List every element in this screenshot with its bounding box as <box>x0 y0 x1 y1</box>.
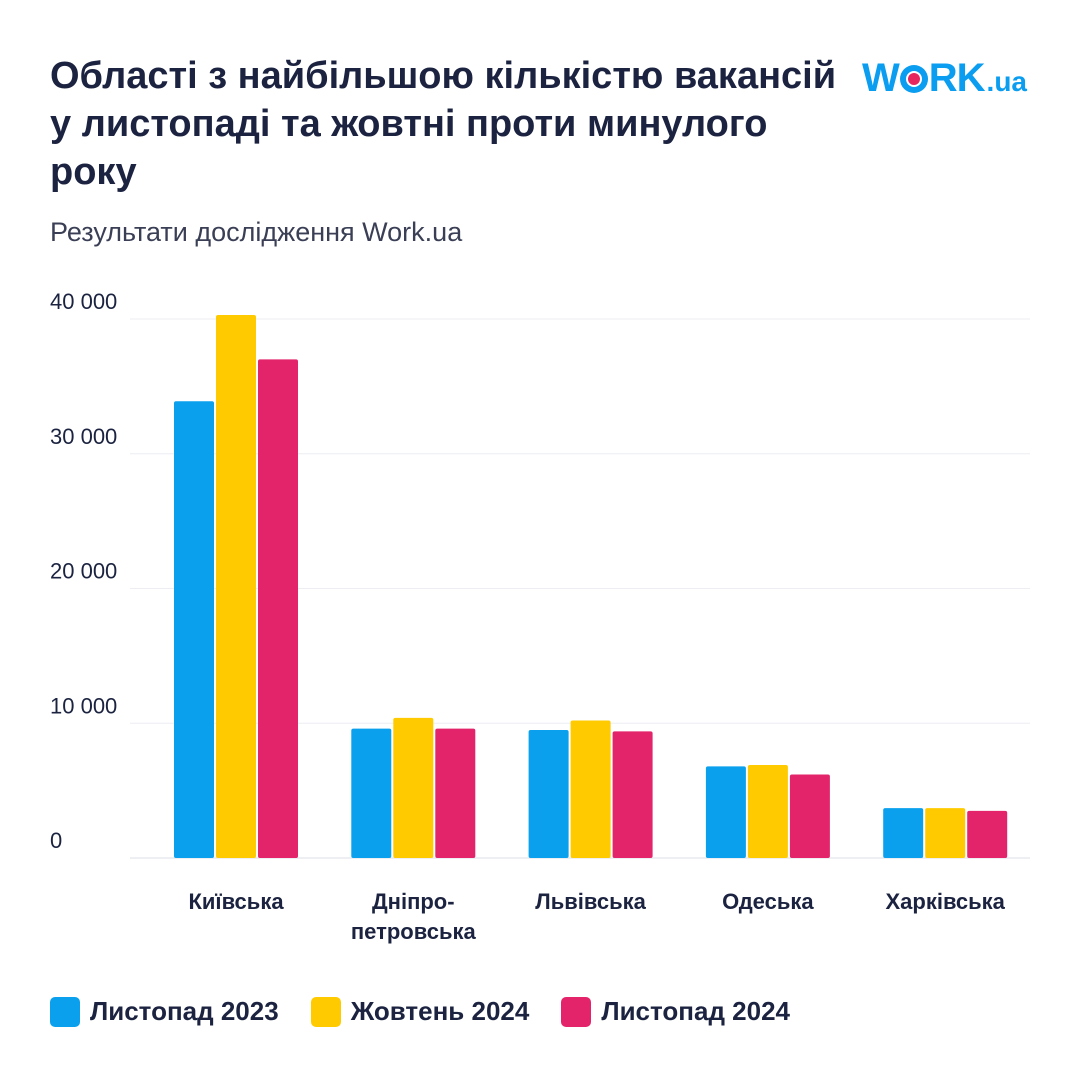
chart-subtitle: Результати дослідження Work.ua <box>50 217 463 247</box>
bar <box>435 728 476 858</box>
x-tick-label: петровська <box>351 919 477 944</box>
legend-label: Жовтень 2024 <box>350 996 530 1026</box>
bar-chart: 0 10 000 20 000 30 000 40 000 Київська Дніпро-… <box>50 289 1030 944</box>
legend-label: Листопад 2024 <box>601 996 791 1026</box>
work-ua-logo: W RK .ua <box>862 56 1027 100</box>
logo-text-rk: RK <box>928 56 986 100</box>
bar <box>174 401 214 858</box>
chart-title: Області з найбільшою кількістю вакансій … <box>50 55 837 193</box>
bar <box>789 774 830 858</box>
logo-text-w: W <box>862 56 900 100</box>
logo-tld: .ua <box>986 66 1028 97</box>
y-tick-label: 30 000 <box>50 424 117 449</box>
bar <box>967 810 1008 858</box>
bar <box>393 717 434 858</box>
bar <box>258 359 298 858</box>
bar <box>351 728 392 858</box>
chart-legend: Листопад 2023 Жовтень 2024 Листопад 2024 <box>50 996 822 1027</box>
bar <box>747 765 788 858</box>
logo-target-icon <box>899 64 928 93</box>
legend-swatch <box>561 996 592 1027</box>
y-tick-label: 40 000 <box>50 289 117 314</box>
bar <box>883 808 924 858</box>
x-tick-label: Харківська <box>885 889 1005 914</box>
legend-item: Листопад 2024 <box>561 996 790 1027</box>
y-tick-label: 20 000 <box>50 559 117 584</box>
bar <box>612 731 653 858</box>
x-tick-label: Київська <box>188 889 284 914</box>
bar <box>705 766 746 858</box>
legend-swatch <box>50 996 80 1027</box>
x-tick-label: Львівська <box>535 889 646 914</box>
bar <box>925 808 966 858</box>
bar <box>528 729 569 858</box>
y-tick-label: 0 <box>50 828 62 853</box>
x-tick-label: Дніпро- <box>372 889 455 914</box>
legend-label: Листопад 2023 <box>90 996 279 1026</box>
legend-item: Жовтень 2024 <box>310 996 530 1027</box>
legend-swatch <box>310 996 341 1027</box>
bar <box>570 720 611 858</box>
logo-wordmark: W RK <box>862 56 986 101</box>
y-tick-label: 10 000 <box>50 693 117 718</box>
legend-item: Листопад 2023 <box>50 996 279 1027</box>
bar <box>216 314 256 858</box>
x-tick-label: Одеська <box>722 889 814 914</box>
